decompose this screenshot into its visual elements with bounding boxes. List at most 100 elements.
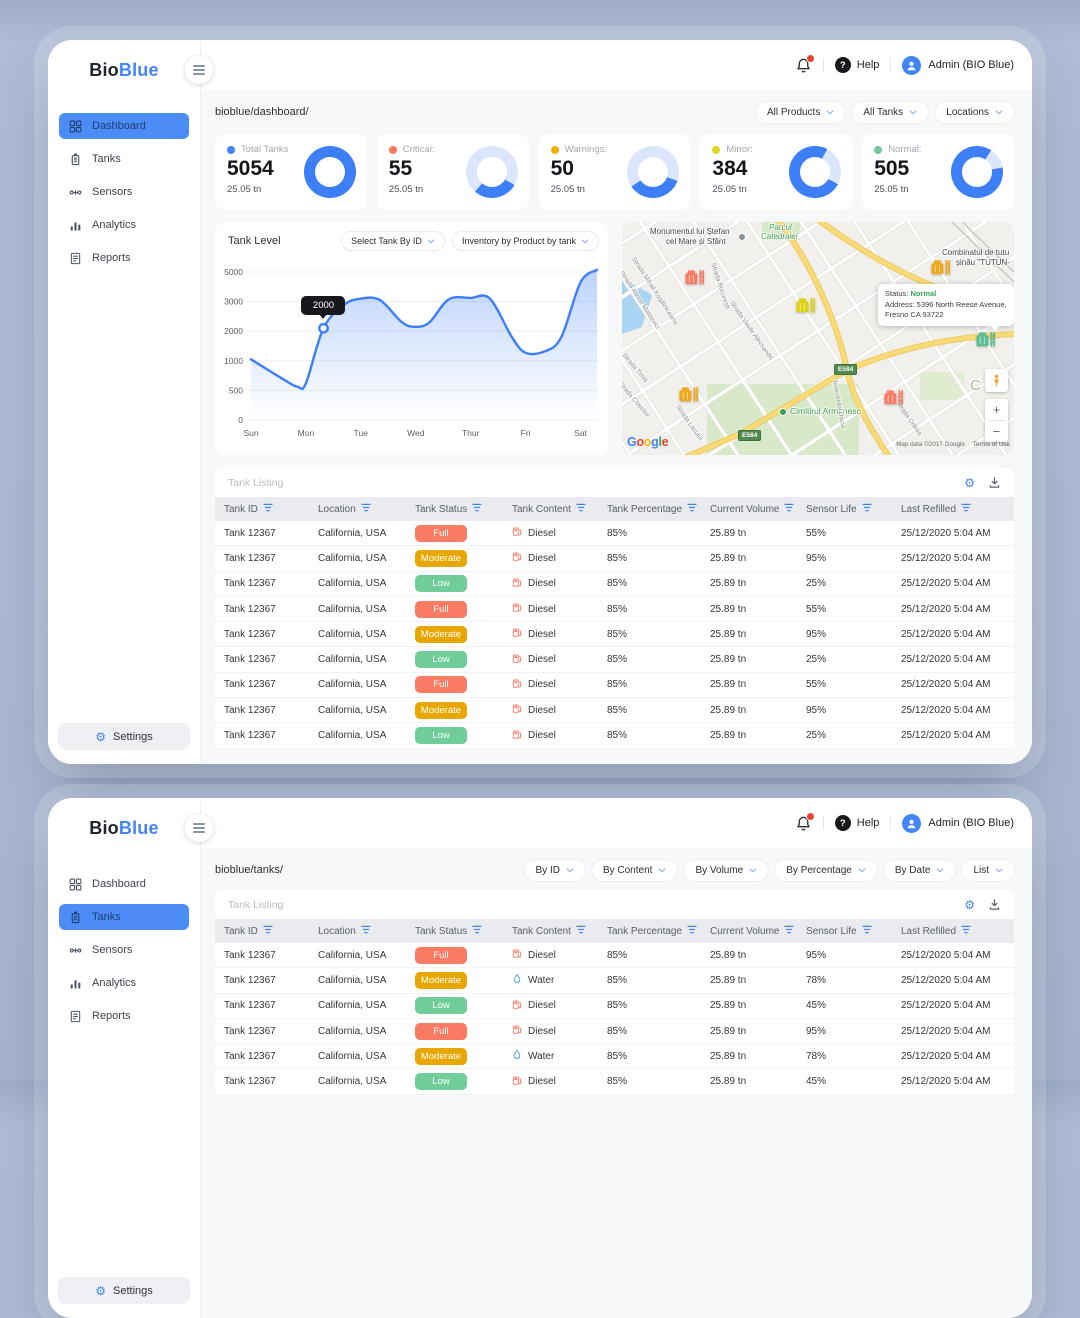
table-settings-gear-icon[interactable]: ⚙ [964,897,975,912]
table-row: Tank 12367 California, USA Full Diesel 85% 25… [215,521,1014,547]
status-badge: Full [415,524,467,542]
cell-percentage: 85% [607,527,628,539]
cell-tank-id: Tank 12367 [224,730,276,742]
help-button[interactable]: ? Help [834,57,879,73]
status-badge: Moderate [415,701,467,719]
tank-marker-critical[interactable] [883,387,904,408]
svg-text:3000: 3000 [224,297,243,307]
column-header-current-volume[interactable]: Current Volume [710,925,806,937]
table-row: Tank 12367 California, USA Low Diesel 85% 25.… [215,723,1014,749]
diesel-pump-icon [512,703,522,717]
column-header-tank-content[interactable]: Tank Content [512,925,607,937]
tank-marker-warning[interactable] [678,384,699,405]
svg-text:Mon: Mon [298,428,315,438]
chevron-down-icon [749,865,757,876]
cell-volume: 25.89 tn [710,578,747,590]
filter-pill-all-tanks[interactable]: All Tanks [852,101,929,123]
tank-marker-minor[interactable] [795,295,816,316]
column-header-location[interactable]: Location [318,925,415,937]
pegman-control[interactable] [985,369,1008,392]
sidebar-item-reports[interactable]: Reports [59,245,189,271]
column-header-tank-status[interactable]: Tank Status [415,503,512,515]
table-row: Tank 12367 California, USA Moderate Water 85… [215,1044,1014,1070]
filter-pill-by-content[interactable]: By Content [591,859,678,881]
column-header-tank-content[interactable]: Tank Content [512,503,607,515]
settings-button[interactable]: ⚙ Settings [58,1277,190,1304]
sidebar-item-analytics[interactable]: Analytics [59,212,189,238]
filter-pill-all-products[interactable]: All Products [755,101,846,123]
stat-value: 55 [388,157,413,180]
filter-pill-by-volume[interactable]: By Volume [684,859,769,881]
filter-pill-by-id[interactable]: By ID [524,859,585,881]
notifications-bell-icon[interactable] [795,811,815,832]
cell-volume: 25.89 tn [710,628,747,640]
filter-pill-by-date[interactable]: By Date [883,859,956,881]
cell-sensor-life: 78% [806,974,827,986]
filter-pill-locations[interactable]: Locations [935,101,1014,123]
chevron-down-icon [826,107,834,118]
sidebar-item-sensors[interactable]: Sensors [59,179,189,205]
chart-dropdown-select-tank-by-id[interactable]: Select Tank By ID [341,231,445,251]
status-badge: Full [415,676,467,694]
notifications-bell-icon[interactable] [795,53,815,74]
filter-icon [687,925,697,937]
map-label: C [970,377,981,394]
download-icon[interactable] [988,898,1001,911]
cell-location: California, USA [318,730,387,742]
terms-link[interactable]: Terms of Use [972,441,1010,448]
map[interactable]: Monumentul lui Ștefan cel Mare și Sfânt Pa… [622,222,1014,455]
menu-toggle-button[interactable] [185,814,213,842]
cell-location: California, USA [318,628,387,640]
cell-location: California, USA [318,527,387,539]
sidebar-item-dashboard[interactable]: Dashboard [59,871,189,897]
sidebar-item-label: Sensors [92,186,133,198]
account-menu[interactable]: Admin (BIO Blue) [902,813,1014,833]
help-button[interactable]: ? Help [834,815,879,831]
sidebar-item-analytics[interactable]: Analytics [59,970,189,996]
menu-toggle-button[interactable] [185,56,213,84]
chart-dropdown-inventory-by-product-by-tank[interactable]: Inventory by Product by tank [451,231,599,251]
column-header-current-volume[interactable]: Current Volume [710,503,806,515]
column-header-tank-percentage[interactable]: Tank Percentage [607,925,710,937]
filter-icon [784,503,795,515]
column-header-tank-id[interactable]: Tank ID [224,925,318,937]
cell-location: California, USA [318,1000,387,1012]
column-header-tank-status[interactable]: Tank Status [415,925,512,937]
sidebar-item-dashboard[interactable]: Dashboard [59,113,189,139]
table-settings-gear-icon[interactable]: ⚙ [964,475,975,490]
stat-subvalue: 25.05 tn [227,184,262,195]
column-header-last-refilled[interactable]: Last Refilled [901,503,1005,515]
account-menu[interactable]: Admin (BIO Blue) [902,55,1014,75]
sidebar-item-tanks[interactable]: Tanks [59,146,189,172]
zoom-out-button[interactable]: − [992,424,1001,439]
column-header-tank-percentage[interactable]: Tank Percentage [607,503,710,515]
settings-button[interactable]: ⚙ Settings [58,723,190,750]
content: bioblue/tanks/ By ID By Content By Volume B… [200,848,1032,1318]
filter-pill-by-percentage[interactable]: By Percentage [775,859,877,881]
download-icon[interactable] [988,476,1001,489]
column-header-sensor-life[interactable]: Sensor Life [806,925,901,937]
cell-sensor-life: 25% [806,578,827,590]
donut-chart [627,146,680,198]
column-header-last-refilled[interactable]: Last Refilled [901,925,1005,937]
column-header-location[interactable]: Location [318,503,415,515]
column-header-sensor-life[interactable]: Sensor Life [806,503,901,515]
cell-location: California, USA [318,1025,387,1037]
sidebar-item-reports[interactable]: Reports [59,1003,189,1029]
filter-icon [472,925,482,937]
cell-content: Diesel [528,1025,556,1037]
stat-cards: Total Tanks 5054 25.05 tn Critical: 55 25.05 … [215,134,1014,210]
sidebar-item-tanks[interactable]: Tanks [59,904,189,930]
filter-pill-list[interactable]: List [962,859,1014,881]
stat-label: Warnings: [564,144,608,155]
zoom-in-button[interactable]: + [992,402,1001,417]
svg-text:Fri: Fri [521,428,531,438]
cell-sensor-life: 55% [806,527,827,539]
column-header-tank-id[interactable]: Tank ID [224,503,318,515]
sidebar-item-sensors[interactable]: Sensors [59,937,189,963]
tank-marker-critical[interactable] [684,267,705,288]
tank-marker-warning[interactable] [930,257,951,278]
divider [822,816,824,830]
table-row: Tank 12367 California, USA Moderate Diesel 8… [215,546,1014,572]
tank-marker-normal[interactable] [975,329,996,350]
